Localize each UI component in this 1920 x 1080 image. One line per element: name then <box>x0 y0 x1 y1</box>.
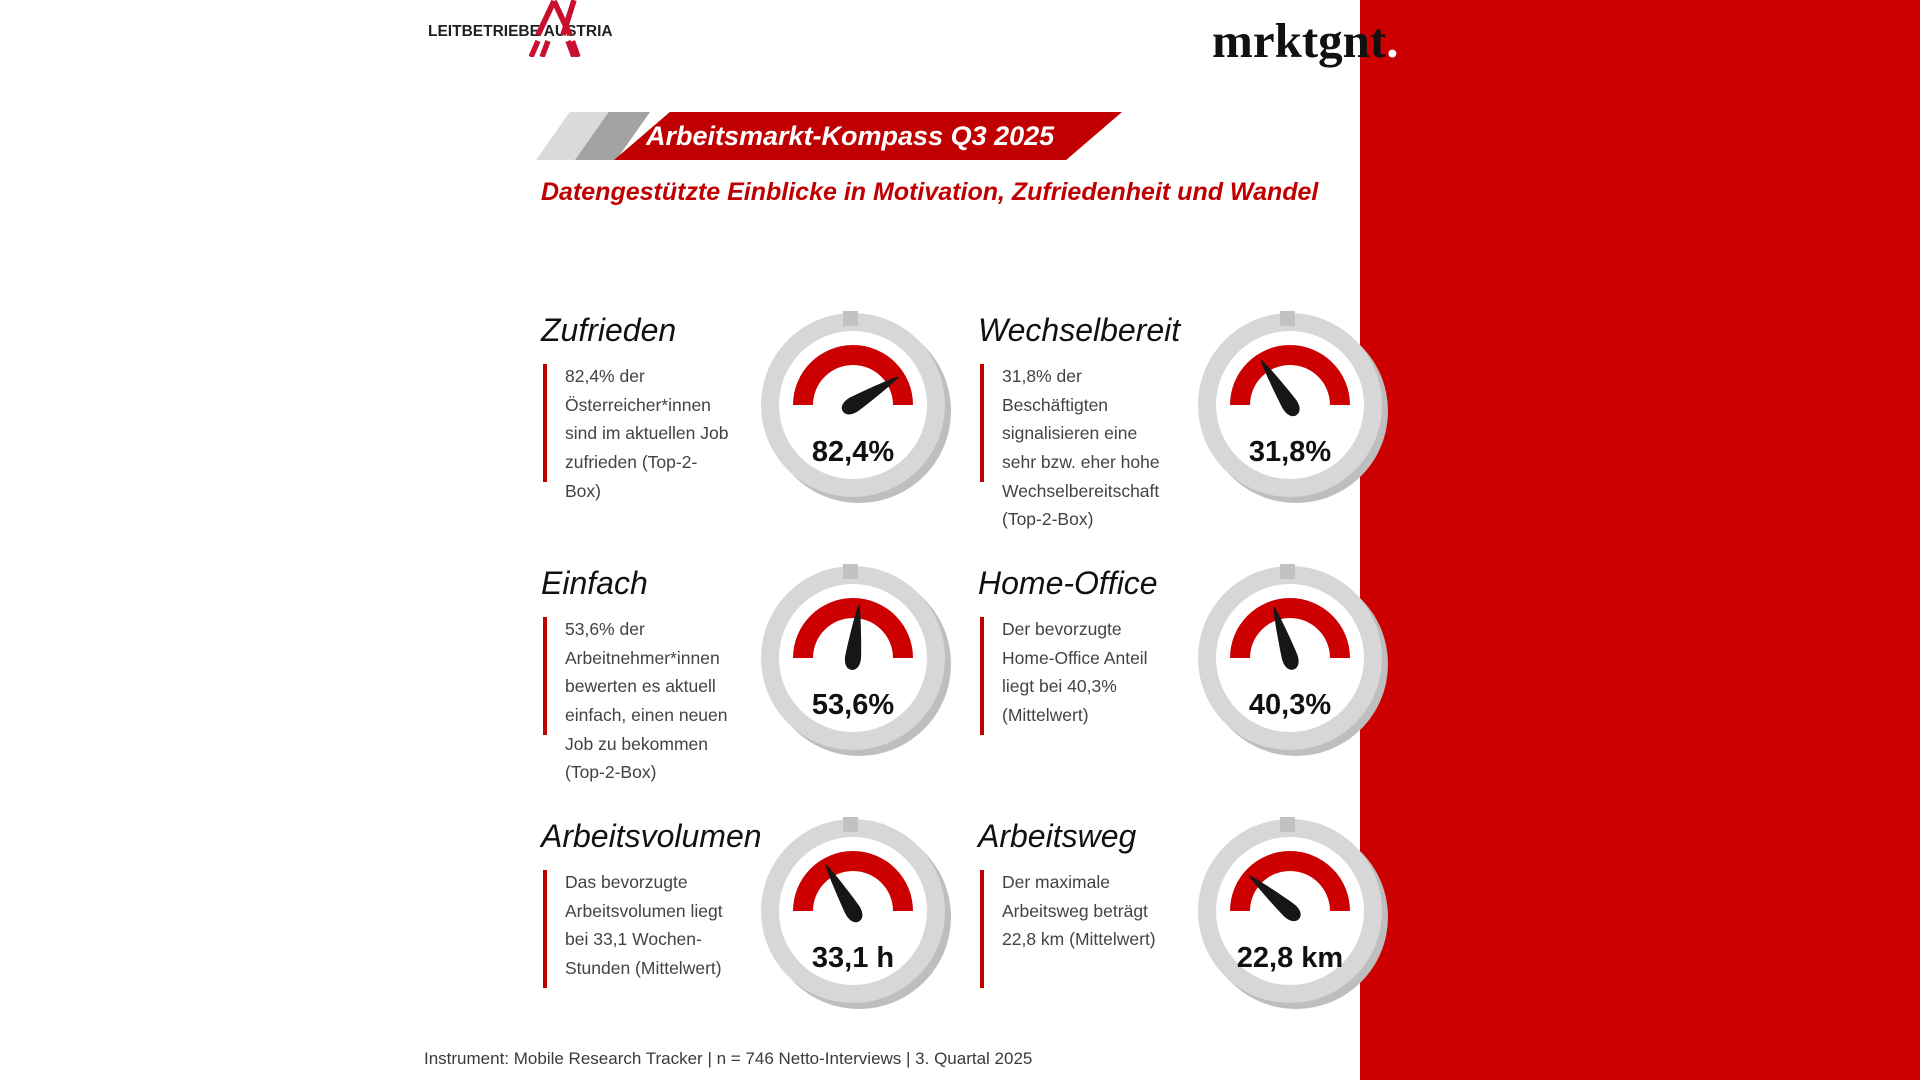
svg-text:40,3%: 40,3% <box>1249 689 1331 721</box>
svg-text:31,8%: 31,8% <box>1249 436 1331 468</box>
svg-text:82,4%: 82,4% <box>812 436 894 468</box>
svg-text:53,6%: 53,6% <box>812 689 894 721</box>
svg-text:33,1 h: 33,1 h <box>812 942 894 974</box>
svg-text:22,8 km: 22,8 km <box>1237 942 1343 974</box>
